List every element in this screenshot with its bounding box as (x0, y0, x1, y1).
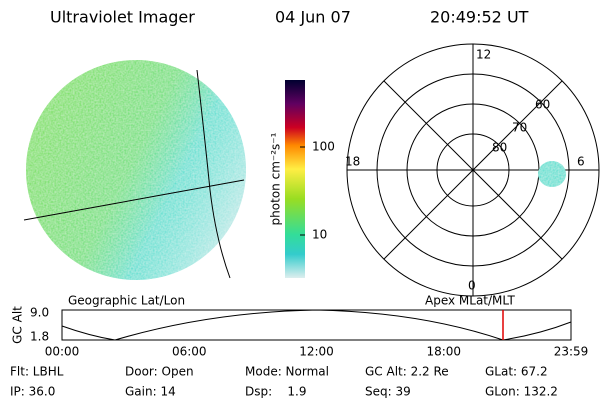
x-tick-label: 06:00 (172, 345, 207, 359)
lat-label: 80 (492, 141, 507, 155)
timeline-left-label: Geographic Lat/Lon (68, 294, 185, 308)
y-tick-label: 9.0 (30, 306, 49, 320)
lat-label: 60 (535, 98, 550, 112)
lat-label: 70 (512, 121, 527, 135)
colorbar-tick-label: 100 (312, 140, 335, 154)
image-disk (23, 60, 246, 280)
hour-label: 6 (577, 155, 585, 169)
info-field: Dsp: 1.9 (245, 385, 307, 399)
date: 04 Jun 07 (275, 8, 351, 27)
info-field: IP: 36.0 (10, 385, 55, 399)
hour-label: 0 (468, 279, 476, 293)
info-field: Seq: 39 (365, 385, 411, 399)
timeline-y-label: GC Alt (11, 306, 25, 344)
timeline-right-label: Apex MLat/MLT (425, 294, 515, 308)
time: 20:49:52 UT (430, 8, 529, 27)
colorbar-label: photon cm⁻²s⁻¹ (269, 132, 283, 225)
x-tick-label: 12:00 (299, 345, 334, 359)
info-field: Door: Open (125, 365, 194, 379)
info-field: GC Alt: 2.2 Re (365, 365, 449, 379)
y-tick-label: 1.8 (30, 330, 49, 344)
colorbar-tick-label: 10 (312, 228, 327, 242)
hour-label: 12 (476, 48, 491, 62)
x-tick-label: 18:00 (426, 345, 461, 359)
colorbar (285, 80, 305, 278)
title: Ultraviolet Imager (50, 8, 195, 27)
timeline-box (61, 309, 572, 341)
altitude-curve (61, 309, 572, 341)
info-field: Mode: Normal (245, 365, 329, 379)
info-field: GLat: 67.2 (485, 365, 548, 379)
hour-label: 18 (345, 155, 360, 169)
info-field: GLon: 132.2 (485, 385, 558, 399)
info-field: Gain: 14 (125, 385, 176, 399)
x-tick-label: 00:00 (45, 345, 80, 359)
polar-blob (538, 161, 566, 187)
x-tick-label: 23:59 (554, 345, 589, 359)
info-field: Flt: LBHL (10, 365, 64, 379)
